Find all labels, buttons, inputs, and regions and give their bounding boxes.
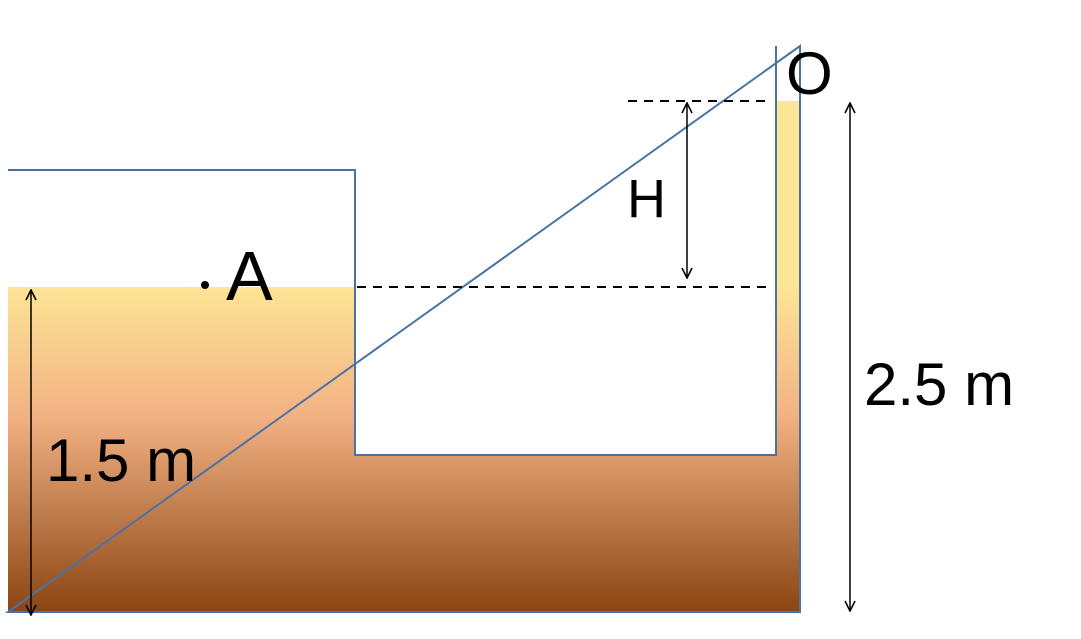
- point-a-dot: [201, 281, 209, 289]
- tube-height-label: 2.5 m: [864, 351, 1014, 418]
- tank-depth-label: 1.5 m: [46, 427, 196, 494]
- point-o-label: O: [786, 40, 833, 107]
- height-h-label: H: [627, 169, 666, 229]
- point-a-label: A: [226, 237, 273, 315]
- liquid-fill: [8, 101, 800, 612]
- tank-outline: [4, 44, 801, 613]
